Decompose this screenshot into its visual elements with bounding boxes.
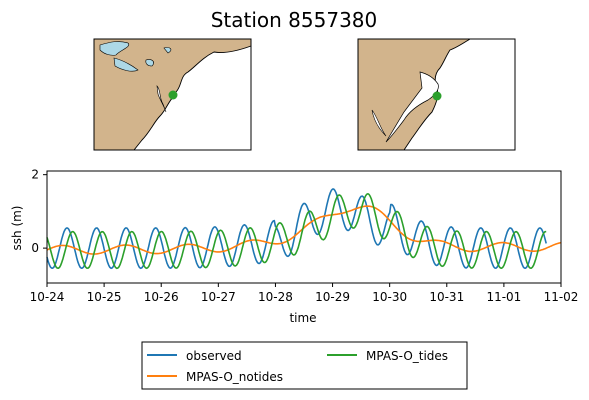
x-tick-label: 10-31 [429, 290, 464, 304]
y-axis-label: ssh (m) [10, 206, 24, 251]
x-tick-label: 10-27 [201, 290, 236, 304]
x-tick-label: 10-29 [315, 290, 350, 304]
x-tick-label: 10-24 [30, 290, 65, 304]
map-region-zoom [357, 38, 516, 151]
legend-label-tides: MPAS-O_tides [366, 349, 448, 363]
series-line-MPAS-O_notides [46, 205, 562, 255]
series-line-observed [46, 188, 547, 270]
x-tick-label: 11-02 [544, 290, 579, 304]
plot-frame [46, 170, 562, 284]
y-tick-label: 0 [31, 241, 39, 255]
x-axis-label: time [289, 311, 316, 325]
legend: observed MPAS-O_notides MPAS-O_tides [141, 341, 468, 390]
x-tick-label: 10-30 [372, 290, 407, 304]
x-tick-label: 10-25 [87, 290, 122, 304]
x-tick-label: 10-28 [258, 290, 293, 304]
legend-label-observed: observed [186, 349, 242, 363]
station-marker [432, 91, 442, 101]
legend-box [141, 341, 468, 390]
time-series-plot: 10-24 10-25 10-26 10-27 10-28 10-29 10-30 10-31… [30, 168, 579, 304]
x-tick-label: 10-26 [144, 290, 179, 304]
series-line-MPAS-O_tides [46, 193, 547, 270]
map-region-overview [93, 38, 252, 151]
legend-label-notides: MPAS-O_notides [186, 370, 283, 384]
chart-title: Station 8557380 [211, 8, 378, 32]
y-tick-label: 2 [31, 168, 39, 182]
x-tick-label: 11-01 [486, 290, 521, 304]
station-marker [168, 90, 178, 100]
